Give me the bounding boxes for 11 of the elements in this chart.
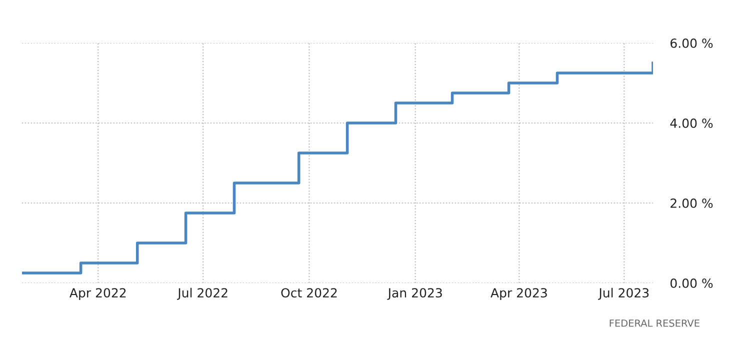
y-tick-label: 4.00 %	[670, 118, 713, 128]
y-tick-label: 2.00 %	[670, 198, 713, 208]
x-tick-label: Jul 2022	[177, 288, 228, 300]
x-tick-label: Oct 2022	[281, 288, 337, 298]
y-tick-label: 6.00 %	[670, 38, 713, 48]
x-tick-label: Apr 2023	[490, 288, 547, 300]
y-tick-label: 0.00 %	[670, 278, 713, 288]
x-tick-label: Jan 2023	[387, 288, 442, 300]
text: FEDERAL RESERVE	[610, 319, 700, 327]
x-tick-label: Apr 2022	[70, 288, 126, 300]
x-tick-label: Jul 2023	[598, 288, 649, 300]
